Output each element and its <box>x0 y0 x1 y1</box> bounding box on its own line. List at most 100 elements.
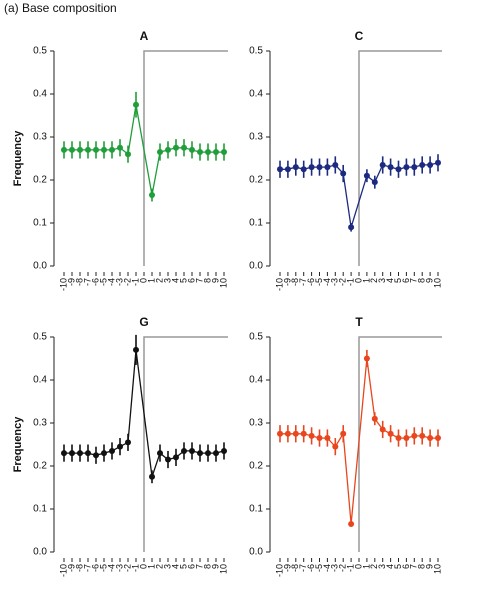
point <box>427 161 434 168</box>
point <box>324 164 331 171</box>
x-tick-label: -6 <box>306 278 316 286</box>
x-tick-label: -8 <box>290 564 300 572</box>
point <box>149 473 155 480</box>
x-tick-label: 0 <box>353 278 363 283</box>
x-tick-label: 1 <box>361 564 371 569</box>
site-marker <box>143 50 228 266</box>
panel-title: A <box>140 29 149 43</box>
x-tick-label: -7 <box>82 564 92 572</box>
y-tick-label: 0.5 <box>249 332 263 343</box>
x-tick-label: -5 <box>98 564 108 572</box>
point <box>189 447 195 454</box>
point <box>165 456 171 463</box>
point <box>77 146 83 153</box>
point <box>387 164 394 171</box>
point <box>308 432 315 439</box>
point <box>332 443 339 450</box>
x-tick-label: 0 <box>138 278 148 283</box>
point <box>133 101 139 108</box>
point <box>213 450 219 457</box>
point <box>221 149 227 156</box>
x-tick-label: -10 <box>58 278 68 291</box>
point <box>340 170 347 177</box>
point <box>332 161 339 168</box>
point <box>109 447 115 454</box>
y-tick-label: 0.3 <box>249 132 263 143</box>
x-tick-label: -2 <box>122 278 132 286</box>
point <box>292 164 299 171</box>
y-axis-label: Frequency <box>12 416 24 473</box>
x-tick-label: -7 <box>298 278 308 286</box>
point <box>284 430 291 437</box>
point <box>379 426 386 433</box>
x-tick-label: 10 <box>218 278 228 288</box>
point <box>371 415 378 422</box>
point <box>197 149 203 156</box>
heading: (a) Base composition <box>4 1 117 15</box>
x-tick-label: -4 <box>106 278 116 286</box>
x-tick-label: 2 <box>369 564 379 569</box>
x-tick-label: -8 <box>290 278 300 286</box>
point <box>93 452 99 459</box>
point <box>340 430 347 437</box>
point <box>411 432 418 439</box>
point <box>292 430 299 437</box>
x-tick-label: 9 <box>210 278 220 283</box>
y-tick-label: 0.3 <box>33 132 47 143</box>
point <box>316 435 323 442</box>
x-tick-label: 5 <box>393 564 403 569</box>
point <box>387 430 394 437</box>
x-tick-label: -6 <box>90 564 100 572</box>
point <box>69 146 75 153</box>
y-tick-label: 0.3 <box>249 418 263 429</box>
y-tick-label: 0.0 <box>249 261 263 272</box>
site-marker <box>143 336 228 552</box>
point <box>205 149 211 156</box>
x-tick-label: -3 <box>114 564 124 572</box>
x-tick-label: 9 <box>424 278 434 283</box>
y-tick-label: 0.5 <box>249 46 263 57</box>
point <box>316 164 323 171</box>
x-tick-label: 1 <box>146 564 156 569</box>
x-tick-label: -3 <box>330 564 340 572</box>
point <box>101 450 107 457</box>
point <box>284 166 291 173</box>
x-tick-label: -9 <box>282 278 292 286</box>
point <box>181 144 187 151</box>
x-tick-label: 7 <box>194 564 204 569</box>
point <box>61 450 67 457</box>
y-tick-label: 0.1 <box>33 218 47 229</box>
y-tick-label: 0.4 <box>33 375 47 386</box>
x-tick-label: 3 <box>377 564 387 569</box>
y-tick-label: 0.5 <box>33 332 47 343</box>
point <box>348 224 355 231</box>
point <box>69 450 75 457</box>
point <box>379 161 386 168</box>
x-tick-label: -2 <box>338 278 348 286</box>
point <box>300 166 307 173</box>
point <box>348 521 355 528</box>
x-tick-label: -8 <box>74 278 84 286</box>
x-tick-label: 5 <box>393 278 403 283</box>
x-tick-label: -5 <box>98 278 108 286</box>
x-tick-label: -1 <box>345 278 355 286</box>
point <box>125 151 131 158</box>
panel-title: C <box>355 29 364 43</box>
x-tick-label: -3 <box>114 278 124 286</box>
x-tick-label: 3 <box>162 278 172 283</box>
point <box>205 450 211 457</box>
x-tick-label: -4 <box>106 564 116 572</box>
point <box>173 144 179 151</box>
x-tick-label: 7 <box>409 564 419 569</box>
x-tick-label: -9 <box>66 278 76 286</box>
x-tick-label: 2 <box>369 278 379 283</box>
point <box>173 454 179 461</box>
x-tick-label: 3 <box>162 564 172 569</box>
point <box>435 159 441 166</box>
x-tick-label: -8 <box>74 564 84 572</box>
x-tick-label: -2 <box>122 564 132 572</box>
point <box>308 164 315 171</box>
x-tick-label: -2 <box>338 564 348 572</box>
site-marker <box>358 336 442 552</box>
